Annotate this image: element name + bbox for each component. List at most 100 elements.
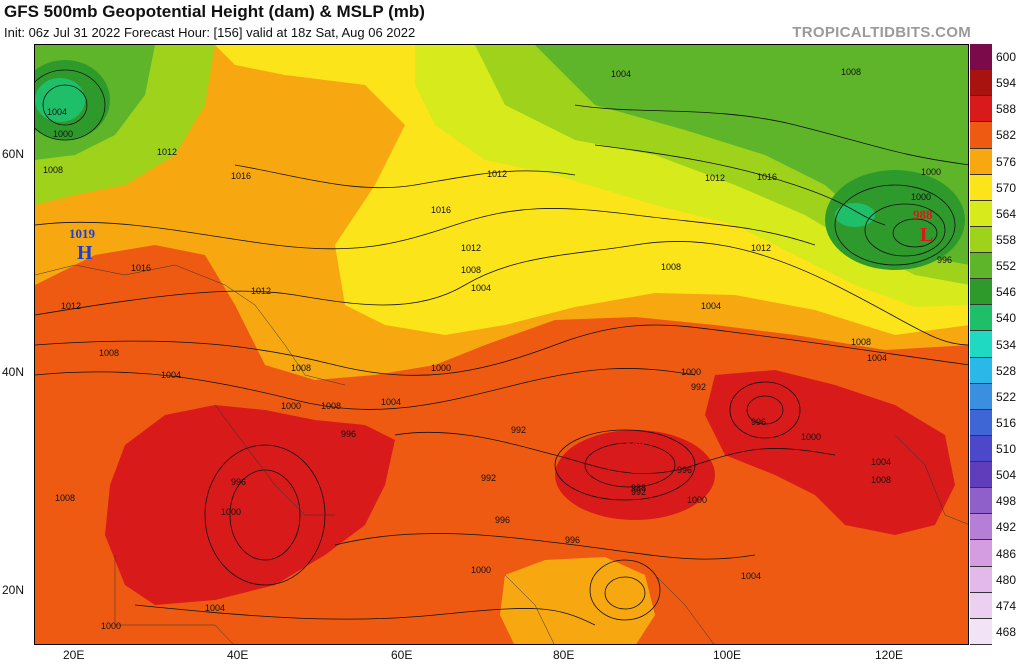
colorbar-label: 546 (996, 285, 1017, 300)
isobar-label: 1008 (871, 475, 891, 485)
isobar-label: 1012 (61, 301, 81, 311)
colorbar-swatch (970, 174, 992, 201)
colorbar-label: 588 (996, 102, 1017, 117)
map-title: GFS 500mb Geopotential Height (dam) & MS… (4, 2, 425, 21)
colorbar (970, 44, 992, 645)
isobar-label: 1008 (461, 265, 481, 275)
isobar-label: 1012 (751, 243, 771, 253)
low-pressure-center-tibet: 988 L (625, 439, 645, 478)
isobar-label: 1012 (157, 147, 177, 157)
isobar-label: 1004 (867, 353, 887, 363)
colorbar-label: 534 (996, 337, 1017, 352)
isobar-label: 992 (511, 425, 526, 435)
map-subtitle: Init: 06z Jul 31 2022 Forecast Hour: [15… (4, 25, 416, 40)
colorbar-swatch (970, 592, 992, 619)
isobar-label: 1000 (911, 192, 931, 202)
colorbar-label: 492 (996, 520, 1017, 535)
colorbar-label: 564 (996, 206, 1017, 221)
low-pressure-value: 992 (253, 498, 273, 513)
isobar-label: 996 (677, 465, 692, 475)
colorbar-swatch (970, 96, 992, 123)
isobar-label: 1004 (381, 397, 401, 407)
lon-label-100e: 100E (713, 648, 742, 662)
colorbar-swatch (970, 462, 992, 489)
isobar-label: 1012 (705, 173, 725, 183)
isobar-label: 1000 (801, 432, 821, 442)
isobar-label: 1000 (221, 507, 241, 517)
isobar-label: 988 (631, 483, 646, 493)
isobar-label: 1008 (661, 262, 681, 272)
isobar-label: 1008 (841, 67, 861, 77)
isobar-label: 1004 (611, 69, 631, 79)
colorbar-swatch (970, 488, 992, 515)
colorbar-label: 582 (996, 128, 1017, 143)
isobar-label: 1008 (99, 348, 119, 358)
isobar-label-group: 1000 1004 1008 1012 1016 1016 1012 1008 … (43, 67, 952, 631)
colorbar-label: 504 (996, 468, 1017, 483)
isobar-label: 1016 (231, 171, 251, 181)
colorbar-swatch (970, 279, 992, 306)
isobar-label: 1016 (757, 172, 777, 182)
isobar-label: 1004 (701, 301, 721, 311)
colorbar-swatch (970, 435, 992, 463)
isobar-label: 1008 (321, 401, 341, 411)
colorbar-swatch (970, 357, 992, 384)
lat-label-40n: 40N (2, 365, 25, 379)
field-582-bay (500, 557, 655, 644)
colorbar-label: 480 (996, 572, 1017, 587)
isobar-label: 996 (495, 515, 510, 525)
colorbar-swatch (970, 70, 992, 97)
isobar-label: 1012 (487, 169, 507, 179)
high-pressure-value: 1019 (69, 226, 96, 241)
colorbar-label: 594 (996, 76, 1017, 91)
colorbar-swatch (970, 44, 992, 71)
colorbar-label: 528 (996, 363, 1017, 378)
brand-watermark: TROPICALTIDBITS.COM (792, 24, 971, 41)
weather-map: 1000 1004 1008 1012 1016 1016 1012 1008 … (34, 44, 969, 645)
low-pressure-value: 988 (625, 439, 645, 454)
lon-label-20e: 20E (63, 648, 85, 662)
isobar-label: 992 (481, 473, 496, 483)
isobar-label: 1000 (53, 129, 73, 139)
isobar-label: 1000 (281, 401, 301, 411)
isobar-label: 1004 (741, 571, 761, 581)
colorbar-label: 510 (996, 442, 1017, 457)
colorbar-swatch (970, 514, 992, 541)
colorbar-swatch (970, 540, 992, 567)
colorbar-label: 468 (996, 624, 1017, 639)
colorbar-swatch (970, 200, 992, 227)
isobar-label: 1000 (921, 167, 941, 177)
isobar-label: 1004 (161, 370, 181, 380)
low-pressure-center-east: 988 L (913, 207, 933, 246)
isobar-label: 1004 (47, 107, 67, 117)
map-canvas: 1000 1004 1008 1012 1016 1016 1012 1008 … (35, 45, 968, 644)
field-594-east (705, 370, 955, 535)
isobar-label: 1016 (131, 263, 151, 273)
lon-label-120e: 120E (875, 648, 904, 662)
isobar-label: 996 (565, 535, 580, 545)
low-pressure-center-arabia: 992 L (253, 498, 273, 538)
isobar-label: 1000 (101, 621, 121, 631)
colorbar-swatch (970, 226, 992, 254)
isobar-label: 1016 (431, 205, 451, 215)
lon-label-80e: 80E (553, 648, 575, 662)
isobar-label: 1008 (43, 165, 63, 175)
isobar-label: 996 (751, 417, 766, 427)
low-pressure-symbol: L (631, 456, 644, 478)
colorbar-label: 474 (996, 598, 1017, 613)
field-552-east (825, 170, 965, 270)
lat-label-60n: 60N (2, 147, 25, 161)
coastlines (35, 264, 968, 644)
colorbar-label: 600 (996, 50, 1017, 65)
isobar-label: 1004 (471, 283, 491, 293)
colorbar-label: 498 (996, 494, 1017, 509)
colorbar-swatch (970, 122, 992, 149)
isobar-label: 992 (691, 382, 706, 392)
lat-label-20n: 20N (2, 583, 25, 597)
field-594-west (105, 405, 395, 605)
field-594-tibet (555, 430, 715, 520)
colorbar-swatch (970, 566, 992, 593)
isobar-label: 1008 (291, 363, 311, 373)
lon-label-60e: 60E (391, 648, 413, 662)
high-pressure-symbol: H (77, 242, 93, 264)
